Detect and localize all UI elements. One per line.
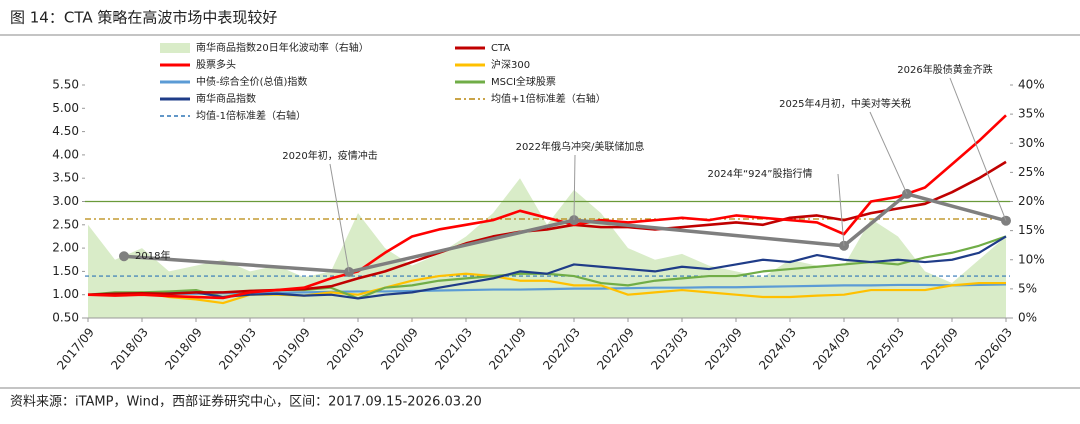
annotation-leader	[869, 111, 908, 195]
y2-tick-label: 30%	[1018, 136, 1045, 150]
line	[87, 272, 1006, 305]
y2-tick-label: 40%	[1018, 78, 1045, 92]
annotation-label: 2020年初，疫情冲击	[282, 149, 377, 162]
legend-label: 南华商品指数20日年化波动率（右轴）	[196, 41, 369, 54]
legend-label: CTA	[491, 43, 510, 54]
x-tick-label: 2019/03	[216, 325, 259, 372]
annotation-label: 2022年俄乌冲突/美联储加息	[516, 140, 645, 153]
x-tick-label: 2020/09	[378, 325, 421, 372]
x-tick-label: 2019/09	[270, 325, 313, 372]
annotation-leader	[329, 163, 350, 273]
y2-tick-label: 25%	[1018, 165, 1045, 179]
y-tick-label: 4.00	[52, 147, 79, 161]
y-tick-label: 5.50	[52, 78, 79, 92]
x-tick-label: 2023/09	[702, 325, 745, 372]
y-tick-label: 0.50	[52, 311, 79, 325]
legend-label: 南华商品指数	[196, 92, 256, 105]
y-tick-label: 1.00	[52, 287, 79, 301]
x-tick-label: 2025/03	[864, 325, 907, 372]
legend-label: 中债-综合全价(总值)指数	[196, 75, 307, 88]
chart-title: 图 14：CTA 策略在高波市场中表现较好	[10, 9, 277, 27]
y-tick-label: 1.50	[52, 264, 79, 278]
x-tick-label: 2026/03	[972, 325, 1015, 372]
annotation-line	[123, 192, 1007, 274]
y-tick-label: 4.50	[52, 124, 79, 138]
annotation-label: 2026年股债黄金齐跌	[897, 63, 992, 76]
x-tick-label: 2024/09	[810, 325, 853, 372]
line	[87, 160, 1007, 296]
legend-swatch	[160, 43, 190, 53]
y2-tick-label: 35%	[1018, 107, 1045, 121]
legend-label: 均值+1倍标准差（右轴）	[491, 92, 606, 105]
y2-tick-label: 15%	[1018, 223, 1045, 237]
x-tick-label: 2022/03	[540, 325, 583, 372]
annotation-leader	[949, 77, 1007, 221]
x-tick-label: 2018/09	[162, 325, 205, 372]
x-tick-label: 2020/03	[324, 325, 367, 372]
x-tick-label: 2021/03	[432, 325, 475, 372]
x-tick-label: 2025/09	[918, 325, 961, 372]
y2-tick-label: 5%	[1018, 281, 1037, 295]
x-tick-label: 2022/09	[594, 325, 637, 372]
annotation-leader	[573, 154, 576, 221]
x-tick-label: 2024/03	[756, 325, 799, 372]
y2-tick-label: 20%	[1018, 194, 1045, 208]
x-tick-label: 2023/03	[648, 325, 691, 372]
annotation-label: 2025年4月初，中美对等关税	[779, 97, 911, 110]
y2-tick-label: 0%	[1018, 311, 1037, 325]
annotation-label: 2024年“924”股指行情	[708, 167, 813, 180]
y-tick-label: 2.00	[52, 241, 79, 255]
x-tick-label: 2017/09	[54, 325, 97, 372]
legend-label: 均值-1倍标准差（右轴）	[196, 109, 306, 122]
legend-label: 沪深300	[491, 58, 530, 71]
annotation-leader	[837, 173, 845, 246]
line	[87, 114, 1007, 300]
annotation-marker	[119, 251, 129, 262]
y2-tick-label: 10%	[1018, 252, 1045, 266]
legend-label: MSCI全球股票	[491, 75, 556, 88]
y-tick-label: 2.50	[52, 217, 79, 231]
y-tick-label: 5.00	[52, 101, 79, 115]
x-tick-label: 2021/09	[486, 325, 529, 372]
y-tick-label: 3.00	[52, 194, 79, 208]
y-tick-label: 3.50	[52, 171, 79, 185]
annotation-label: 2018年	[135, 249, 170, 262]
legend-label: 股票多头	[196, 58, 236, 71]
source-note: 资料来源：iTAMP，Wind，西部证券研究中心，区间：2017.09.15-2…	[10, 394, 482, 410]
x-tick-label: 2018/03	[108, 325, 151, 372]
